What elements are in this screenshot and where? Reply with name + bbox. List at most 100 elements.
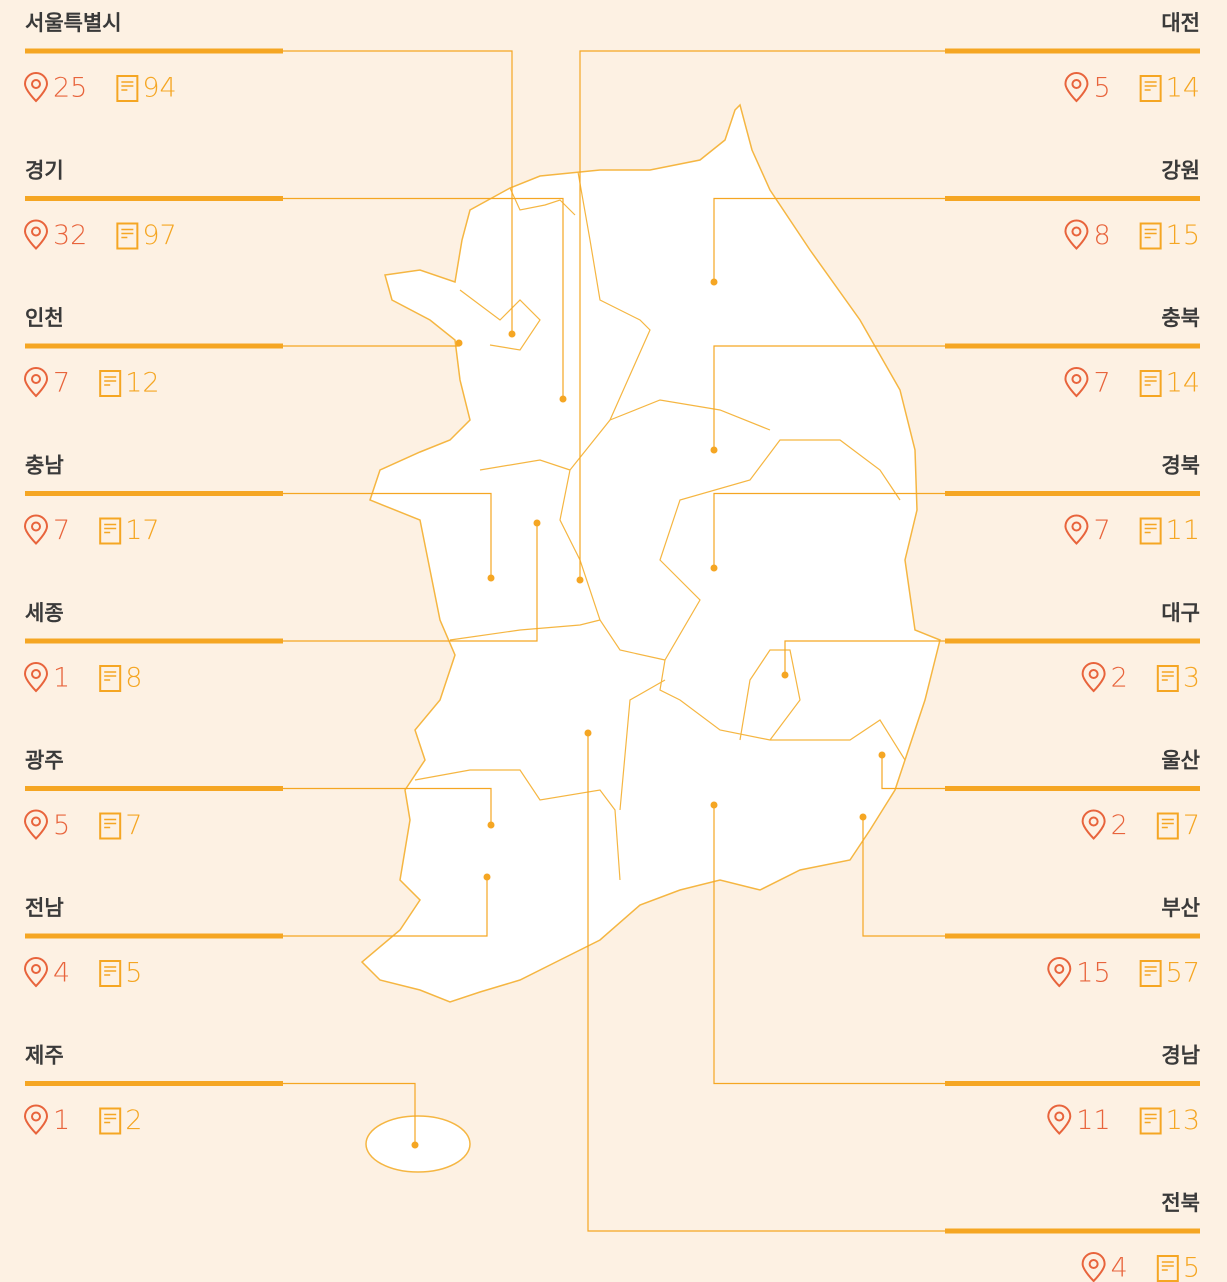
- doc-lines: [1161, 671, 1174, 681]
- pin-icon: [23, 1104, 49, 1135]
- document-icon: [1156, 1255, 1179, 1282]
- doc-lines: [121, 228, 134, 239]
- leader-line: [713, 345, 945, 450]
- document-count: 94: [142, 73, 176, 104]
- doc-shape: [1139, 960, 1162, 987]
- region-dot: [710, 564, 718, 572]
- place-count: 2: [1111, 663, 1128, 694]
- pin-hole: [1088, 1259, 1099, 1269]
- region-name: 경북: [1161, 454, 1200, 478]
- document-icon: [99, 665, 122, 692]
- doc-shape: [1156, 812, 1179, 840]
- doc-shape: [99, 960, 122, 987]
- region-name: 충북: [1161, 306, 1200, 330]
- doc-shape: [99, 812, 122, 840]
- pin-shape: [23, 957, 49, 988]
- place-count: 4: [1111, 1253, 1128, 1282]
- doc-lines: [104, 671, 117, 681]
- doc-shape: [99, 370, 122, 397]
- pin-icon: [23, 514, 49, 545]
- region-name: 서울특별시: [25, 11, 122, 35]
- doc-lines: [1161, 818, 1174, 829]
- document-count: 7: [125, 810, 142, 841]
- region-name: 전남: [25, 896, 64, 920]
- place-count: 7: [1093, 515, 1110, 546]
- region-dot: [576, 576, 584, 584]
- doc-shape: [99, 1107, 122, 1135]
- document-count: 5: [1183, 1253, 1200, 1282]
- pin-hole: [1071, 521, 1082, 532]
- pin-hole: [1071, 79, 1082, 89]
- pin-hole: [1071, 374, 1082, 384]
- document-count: 3: [1183, 663, 1200, 694]
- place-count: 1: [53, 1105, 70, 1136]
- doc-lines: [104, 966, 117, 976]
- document-icon: [1139, 222, 1162, 250]
- leader-line: [862, 817, 945, 937]
- doc-shape: [1156, 665, 1179, 692]
- doc-shape: [99, 665, 122, 692]
- document-count: 12: [125, 368, 159, 399]
- region-dot: [710, 446, 718, 454]
- pin-icon: [23, 662, 49, 693]
- document-icon: [99, 517, 122, 545]
- pin-icon: [1064, 72, 1089, 103]
- pin-shape: [1081, 662, 1106, 693]
- region-name: 부산: [1161, 896, 1200, 920]
- pin-hole: [31, 816, 41, 827]
- document-count: 5: [125, 958, 142, 989]
- region-name: 경남: [1161, 1044, 1200, 1068]
- region-borders: [414, 171, 906, 881]
- pin-hole: [31, 1111, 41, 1122]
- leader-line: [283, 523, 538, 642]
- pin-icon: [1081, 1252, 1106, 1282]
- place-count: 5: [53, 810, 70, 841]
- place-count: 2: [1111, 810, 1128, 841]
- pin-shape: [23, 809, 49, 840]
- pin-icon: [23, 367, 49, 398]
- region-dot: [487, 574, 495, 582]
- pin-shape: [1047, 957, 1072, 988]
- region-dot: [584, 729, 592, 737]
- mainland: [360, 103, 941, 1003]
- leader-line: [713, 197, 945, 282]
- document-count: 14: [1166, 368, 1200, 399]
- document-count: 7: [1183, 810, 1200, 841]
- leader-line: [784, 640, 945, 675]
- document-icon: [1139, 517, 1162, 545]
- document-count: 14: [1166, 73, 1200, 104]
- region-name: 충남: [25, 454, 64, 478]
- region-name: 전북: [1161, 1191, 1200, 1215]
- region-dot: [710, 278, 718, 286]
- doc-lines: [1144, 81, 1157, 91]
- pin-icon: [1064, 514, 1089, 545]
- doc-lines: [1144, 376, 1157, 386]
- pin-hole: [1054, 964, 1065, 974]
- pin-shape: [23, 367, 49, 398]
- pin-hole: [1088, 816, 1099, 827]
- region-dot: [878, 751, 886, 759]
- pin-hole: [1071, 226, 1082, 237]
- pin-icon: [1047, 1104, 1072, 1135]
- document-icon: [1139, 960, 1162, 987]
- document-icon: [1139, 370, 1162, 397]
- document-icon: [1156, 665, 1179, 692]
- region-dot: [508, 330, 516, 338]
- doc-lines: [1144, 523, 1157, 534]
- place-count: 32: [53, 220, 87, 251]
- pin-icon: [1064, 219, 1089, 250]
- leader-line: [283, 492, 492, 578]
- place-count: 11: [1076, 1105, 1110, 1136]
- pin-hole: [31, 964, 41, 974]
- pin-icon: [23, 219, 49, 250]
- doc-shape: [1156, 1255, 1179, 1282]
- pin-icon: [1064, 367, 1089, 398]
- region-dot: [559, 395, 567, 403]
- region-dot: [710, 801, 718, 809]
- document-count: 15: [1166, 220, 1200, 251]
- place-count: 7: [53, 515, 70, 546]
- place-count: 8: [1093, 220, 1110, 251]
- document-count: 13: [1166, 1105, 1200, 1136]
- region-name: 강원: [1161, 159, 1200, 183]
- pin-hole: [31, 226, 41, 237]
